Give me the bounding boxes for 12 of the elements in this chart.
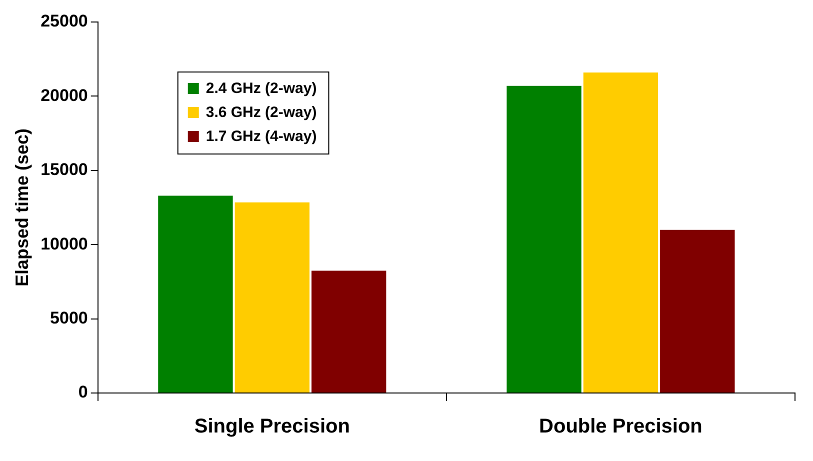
y-tick-label: 15000 — [40, 160, 88, 180]
y-tick-label: 5000 — [50, 308, 88, 328]
x-tick-label: Single Precision — [194, 416, 350, 438]
y-tick-label: 20000 — [40, 86, 88, 105]
y-tick-label: 0 — [78, 382, 88, 402]
legend-label: 2.4 GHz (2-way) — [206, 80, 317, 98]
legend-label: 1.7 GHz (4-way) — [206, 128, 317, 146]
y-tick-label: 10000 — [40, 234, 88, 254]
x-tick-label: Double Precision — [539, 416, 702, 438]
y-tick-label: 25000 — [40, 12, 88, 31]
legend-label: 3.6 GHz (2-way) — [206, 104, 317, 122]
y-axis-title: Elapsed time (sec) — [12, 128, 32, 287]
